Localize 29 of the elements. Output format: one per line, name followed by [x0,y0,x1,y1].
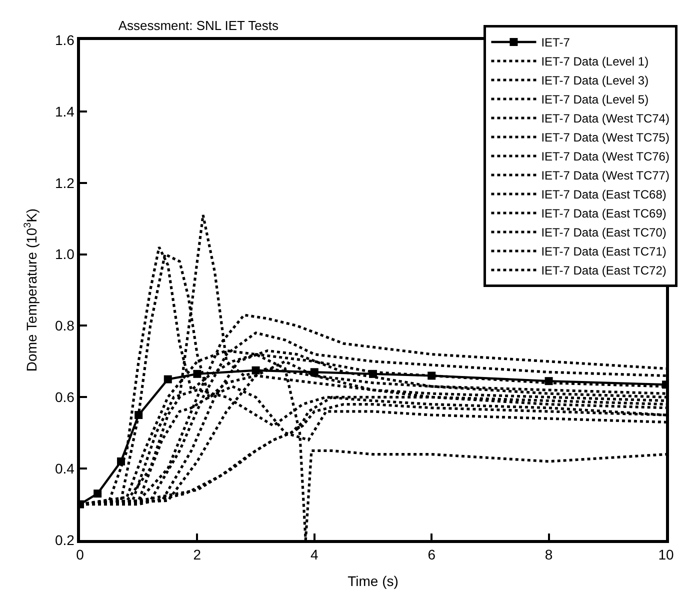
legend-label: IET-7 Data (West TC76) [541,150,670,164]
legend-label: IET-7 Data (Level 1) [541,54,649,69]
legend-label: IET-7 Data (West TC74) [541,112,670,126]
y-tick-label: 0.2 [54,532,75,548]
y-tick-label: 1.6 [54,32,75,48]
legend-label: IET-7 Data (Level 5) [541,92,649,107]
y-tick-label: 0.8 [54,318,75,334]
legend-label: IET-7 [541,36,570,50]
x-tick-label: 4 [310,546,318,563]
legend-label: IET-7 Data (West TC77) [541,168,670,183]
x-tick-label: 2 [193,546,202,563]
y-tick-label: 1.2 [54,174,75,191]
legend-label: IET-7 Data (East TC69) [541,206,666,221]
y-tick-label: 1.4 [54,103,75,120]
y-tick-label: 1.0 [54,246,75,262]
x-tick-label: 6 [428,546,436,563]
legend-label: IET-7 Data (East TC68) [541,188,666,202]
legend-label: IET-7 Data (East TC70) [541,226,666,240]
legend-label: IET-7 Data (Level 3) [541,74,649,88]
legend-label: IET-7 Data (East TC72) [541,264,666,278]
y-tick-label: 0.6 [54,389,75,406]
legend-label: IET-7 Data (East TC71) [541,244,666,259]
chart-title: Assessment: SNL IET Tests [118,18,279,34]
legend-label: IET-7 Data (West TC75) [541,130,670,145]
x-tick-label: 0 [76,546,84,563]
x-tick-label: 10 [658,546,674,563]
y-tick-label: 0.4 [54,460,75,476]
x-axis-title: Time (s) [348,572,398,589]
x-tick-label: 8 [544,546,553,563]
